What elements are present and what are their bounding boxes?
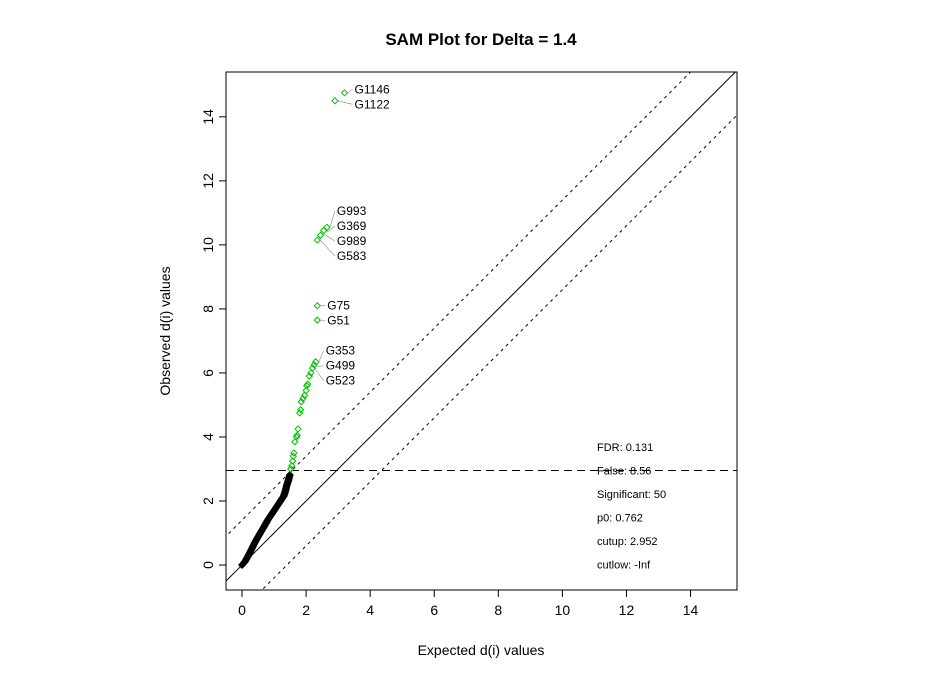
significant-point xyxy=(314,237,320,243)
label-leader-line xyxy=(319,351,324,362)
significant-point xyxy=(324,224,330,230)
gene-label: G75 xyxy=(327,298,350,312)
significant-point xyxy=(342,90,348,96)
y-tick-label: 0 xyxy=(200,561,216,569)
stat-text: cutlow: -Inf xyxy=(597,560,651,572)
label-leader-line xyxy=(338,101,353,104)
stat-text: FDR: 0.131 xyxy=(597,442,653,454)
label-leader-line xyxy=(320,240,335,256)
y-tick-label: 2 xyxy=(200,497,216,505)
significant-point xyxy=(314,317,320,323)
y-tick-label: 4 xyxy=(200,433,216,441)
gene-label: G993 xyxy=(337,204,367,218)
stat-text: Significant: 50 xyxy=(597,489,666,501)
x-tick-label: 12 xyxy=(619,602,635,618)
x-tick-label: 14 xyxy=(683,602,699,618)
gene-label: G51 xyxy=(327,313,350,327)
gene-label: G989 xyxy=(337,234,367,248)
label-leader-line xyxy=(317,366,324,367)
gene-label: G1122 xyxy=(355,97,390,111)
significant-point xyxy=(295,426,301,432)
x-tick-label: 8 xyxy=(494,602,502,618)
significant-point xyxy=(297,410,303,416)
plot-frame xyxy=(226,72,737,590)
significant-point xyxy=(314,303,320,309)
y-tick-label: 12 xyxy=(200,173,216,189)
x-tick-label: 6 xyxy=(430,602,438,618)
gene-label: G353 xyxy=(326,344,356,358)
significant-point xyxy=(332,98,338,104)
chart-title: SAM Plot for Delta = 1.4 xyxy=(385,30,577,49)
lower-delta-line xyxy=(194,83,769,658)
identity-line xyxy=(194,38,769,613)
label-leader-line xyxy=(348,89,353,92)
gene-label: G499 xyxy=(326,359,356,373)
y-tick-label: 6 xyxy=(200,369,216,377)
significant-point xyxy=(318,232,324,238)
gene-label: G583 xyxy=(337,249,367,263)
upper-delta-line xyxy=(194,0,769,568)
gene-label: G369 xyxy=(337,219,367,233)
stat-text: p0: 0.762 xyxy=(597,513,643,525)
significant-point xyxy=(321,227,327,233)
y-tick-label: 10 xyxy=(200,237,216,253)
x-axis-label: Expected d(i) values xyxy=(418,642,545,658)
label-leader-line xyxy=(316,370,324,381)
label-leader-line xyxy=(324,234,335,242)
label-leader-line xyxy=(330,211,335,227)
gene-label: G523 xyxy=(326,374,356,388)
x-tick-label: 4 xyxy=(366,602,374,618)
y-tick-label: 14 xyxy=(200,109,216,125)
stat-text: False: 8.56 xyxy=(597,466,651,478)
y-axis-label: Observed d(i) values xyxy=(157,266,173,395)
significant-point xyxy=(298,407,304,413)
stat-text: cutup: 2.952 xyxy=(597,536,658,548)
x-tick-label: 10 xyxy=(555,602,571,618)
y-tick-label: 8 xyxy=(200,305,216,313)
x-tick-label: 0 xyxy=(238,602,246,618)
gene-label: G1146 xyxy=(355,82,390,96)
x-tick-label: 2 xyxy=(302,602,310,618)
